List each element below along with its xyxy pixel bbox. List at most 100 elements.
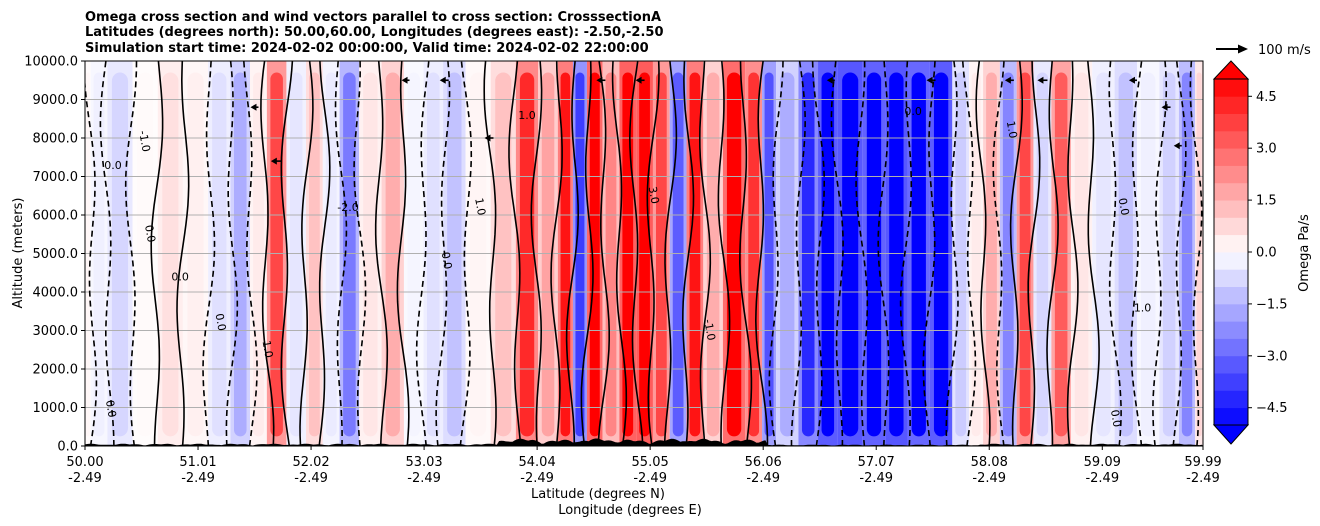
wind-vector bbox=[250, 103, 259, 111]
positive-contour bbox=[150, 61, 164, 446]
colorbar: 4.5 3.0 1.5 0.0 −1.5 −3.0 −4.5 bbox=[1212, 60, 1288, 445]
omega-band-core bbox=[270, 72, 283, 437]
wind-vector bbox=[1004, 76, 1014, 84]
positive-contour bbox=[318, 61, 331, 446]
wind-vector-head bbox=[1037, 76, 1044, 84]
omega-band-core bbox=[821, 72, 835, 437]
y-tick-label: 0.0 bbox=[57, 440, 78, 455]
wind-vector bbox=[1128, 76, 1137, 84]
positive-contour bbox=[260, 61, 275, 446]
positive-contour bbox=[698, 61, 712, 446]
wind-vector-head bbox=[401, 76, 408, 84]
contour-label: 1.0 bbox=[1134, 301, 1152, 314]
negative-contour bbox=[811, 61, 825, 446]
wind-vector bbox=[439, 76, 449, 84]
contour-labels: 0.0 -1.0 0.0 0.0 0.0 1.0 -2.0 0.0 1.0 1.0 3.0 -1.0 0… bbox=[103, 105, 1151, 428]
colorbar-segment bbox=[1214, 321, 1248, 339]
wind-vector-head bbox=[596, 76, 603, 84]
colorbar-segment bbox=[1214, 113, 1248, 132]
omega-band-core bbox=[519, 72, 535, 437]
wind-vector bbox=[401, 76, 410, 84]
contour-label: 0.0 bbox=[439, 251, 455, 270]
positive-contour bbox=[1009, 61, 1023, 446]
x-tick-label-longitude: -2.49 bbox=[972, 471, 1006, 486]
wind-vector bbox=[635, 76, 645, 84]
chart-title-line-2: Latitudes (degrees north): 50.00,60.00, … bbox=[85, 25, 664, 40]
wind-vector bbox=[596, 76, 606, 84]
positive-contour bbox=[483, 61, 497, 446]
x-axis-label-longitude: Longitude (degrees E) bbox=[558, 503, 702, 518]
omega-band-core bbox=[289, 72, 303, 437]
omega-band-core bbox=[842, 72, 859, 437]
negative-contour bbox=[992, 61, 1005, 446]
x-tick-label-latitude: 55.05 bbox=[632, 455, 669, 470]
omega-band-core bbox=[309, 72, 320, 437]
negative-contour bbox=[243, 61, 258, 446]
plot-area: 0.0 -1.0 0.0 0.0 0.0 1.0 -2.0 0.0 1.0 1.0 3.0 -1.0 0… bbox=[85, 61, 1203, 446]
omega-band-core bbox=[93, 72, 105, 437]
colorbar-segment bbox=[1214, 286, 1248, 305]
omega-band-core bbox=[447, 72, 462, 437]
negative-contour bbox=[1152, 61, 1168, 446]
y-tick-label: 7000.0 bbox=[33, 170, 79, 185]
wind-vector-head bbox=[250, 103, 257, 111]
positive-contour bbox=[396, 61, 410, 446]
contour-label: 0.0 bbox=[1108, 409, 1124, 428]
omega-band-core bbox=[470, 72, 487, 437]
omega-band-core bbox=[541, 72, 555, 437]
negative-contour bbox=[877, 61, 890, 446]
negative-contour bbox=[899, 61, 913, 446]
contour-label: 1.0 bbox=[472, 197, 488, 216]
x-tick-label-longitude: -2.49 bbox=[407, 471, 441, 486]
wind-vector-head bbox=[1173, 142, 1180, 150]
omega-band-core bbox=[427, 72, 440, 437]
contour-label: 0.0 bbox=[1116, 197, 1132, 216]
chart-title-line-1: Omega cross section and wind vectors par… bbox=[85, 10, 661, 25]
y-tick-label: 1000.0 bbox=[33, 401, 79, 416]
x-tick-label-longitude: -2.49 bbox=[633, 471, 667, 486]
contour-label: 0.0 bbox=[213, 312, 229, 331]
x-tick-label-longitude: -2.49 bbox=[68, 471, 102, 486]
x-tick-label-latitude: 59.99 bbox=[1184, 455, 1221, 470]
positive-contour bbox=[1046, 61, 1059, 446]
omega-band-core bbox=[495, 72, 512, 437]
wind-vector bbox=[484, 134, 494, 142]
wind-vector bbox=[926, 76, 936, 84]
omega-band-core bbox=[605, 72, 617, 437]
colorbar-extend-max bbox=[1212, 60, 1250, 80]
omega-band-core bbox=[622, 72, 634, 437]
contour-label: 3.0 bbox=[646, 185, 662, 204]
colorbar-segment bbox=[1214, 338, 1248, 357]
omega-band-core bbox=[86, 72, 90, 437]
colorbar-tick-label: 4.5 bbox=[1256, 90, 1277, 105]
colorbar-tick-label: −3.0 bbox=[1256, 349, 1288, 364]
omega-band-core bbox=[706, 72, 720, 437]
wind-vector-head bbox=[635, 76, 642, 84]
omega-band-core bbox=[137, 72, 154, 437]
colorbar-segment bbox=[1214, 234, 1248, 253]
wind-vector-head bbox=[484, 134, 491, 142]
omega-band-core bbox=[212, 72, 227, 437]
omega-band-core bbox=[575, 72, 585, 437]
x-tick-label-latitude: 53.03 bbox=[405, 455, 442, 470]
positive-contour bbox=[975, 61, 991, 446]
x-tick-label-latitude: 52.02 bbox=[292, 455, 329, 470]
quiver-key-arrow-head bbox=[1238, 44, 1248, 54]
wind-vectors bbox=[250, 76, 1182, 165]
omega-band-core bbox=[187, 72, 204, 437]
omega-band-core bbox=[1162, 72, 1176, 437]
colorbar-tick-label: 3.0 bbox=[1256, 142, 1277, 157]
colorbar-segment bbox=[1214, 96, 1248, 114]
wind-vector bbox=[1161, 103, 1171, 111]
terrain-profile bbox=[85, 438, 1203, 446]
contour-label: 0.0 bbox=[104, 159, 122, 172]
negative-contour bbox=[202, 61, 216, 446]
contour-label: 0.0 bbox=[904, 105, 922, 118]
x-tick-label-latitude: 54.04 bbox=[519, 455, 556, 470]
x-tick-label-longitude: -2.49 bbox=[1186, 471, 1220, 486]
colorbar-segment bbox=[1214, 303, 1248, 322]
quiver-key-label: 100 m/s bbox=[1258, 43, 1311, 58]
y-tick-label: 8000.0 bbox=[33, 132, 79, 147]
x-axis: 50.00-2.4951.01-2.4952.02-2.4953.03-2.49… bbox=[66, 446, 1222, 486]
omega-band-core bbox=[986, 72, 997, 437]
